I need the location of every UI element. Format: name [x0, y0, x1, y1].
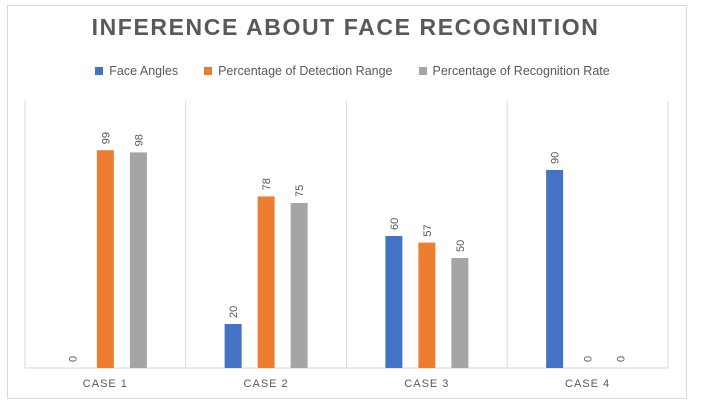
legend-swatch-detection-range	[204, 67, 213, 75]
legend-swatch-face-angles	[95, 67, 104, 75]
bar-case-3-series-3	[451, 258, 469, 368]
data-label: 57	[422, 224, 434, 236]
legend-item-detection-range: Percentage of Detection Range	[204, 64, 393, 78]
category-label: CASE 2	[244, 378, 289, 390]
data-label: 75	[294, 185, 306, 197]
category-label: CASE 1	[83, 378, 128, 390]
legend-item-recognition-rate: Percentage of Recognition Rate	[418, 64, 610, 78]
data-label: 50	[455, 240, 467, 252]
data-label: 20	[228, 306, 240, 318]
bar-case-3-series-2	[418, 242, 436, 368]
chart-legend: Face Angles Percentage of Detection Rang…	[0, 64, 705, 78]
bar-case-2-series-2	[257, 196, 275, 368]
data-label: 99	[100, 132, 112, 144]
bar-case-3-series-1	[385, 236, 403, 368]
data-label: 98	[133, 134, 145, 146]
legend-item-face-angles: Face Angles	[95, 64, 178, 78]
chart-title: INFERENCE ABOUT FACE RECOGNITION	[91, 14, 600, 40]
bar-case-4-series-1	[546, 170, 564, 368]
legend-swatch-recognition-rate	[418, 67, 427, 75]
data-label: 0	[616, 356, 628, 362]
bar-case-2-series-3	[290, 203, 308, 368]
category-label: CASE 3	[404, 378, 449, 390]
data-label: 0	[67, 356, 79, 362]
data-label: 60	[389, 218, 401, 230]
bar-case-1-series-2	[96, 150, 114, 368]
data-label: 90	[550, 152, 562, 164]
data-label: 0	[583, 356, 595, 362]
legend-label-detection-range: Percentage of Detection Range	[218, 64, 393, 78]
legend-label-face-angles: Face Angles	[109, 64, 179, 78]
bar-case-2-series-1	[224, 324, 242, 368]
legend-label-recognition-rate: Percentage of Recognition Rate	[432, 64, 610, 78]
category-label: CASE 4	[565, 378, 610, 390]
bar-case-1-series-3	[129, 152, 147, 368]
data-label: 78	[261, 178, 273, 190]
